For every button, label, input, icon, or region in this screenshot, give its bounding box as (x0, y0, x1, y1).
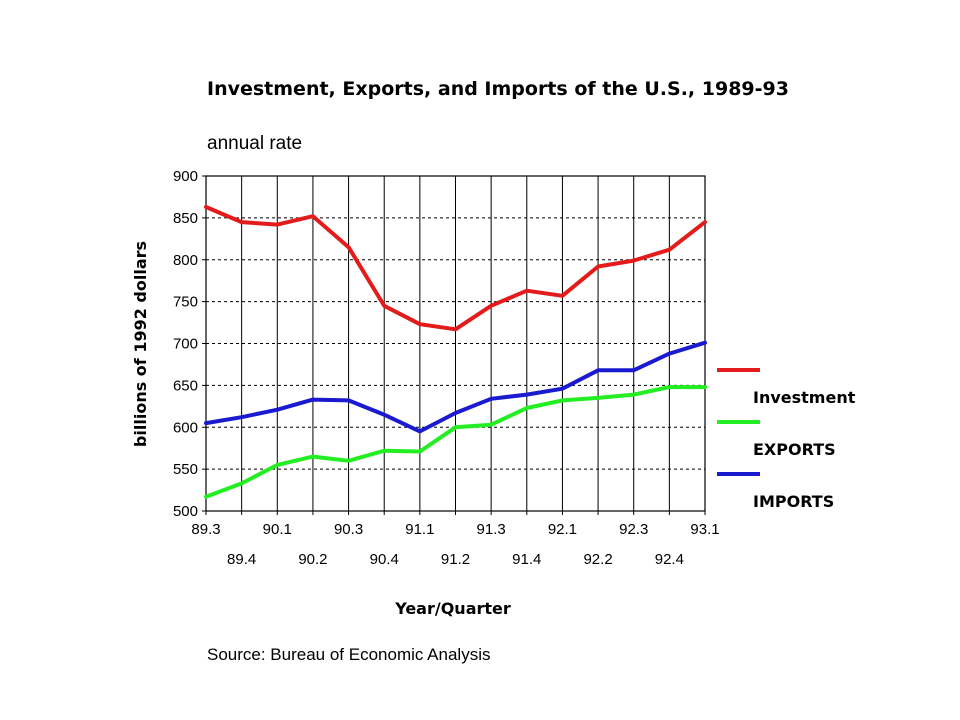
source-note: Source: Bureau of Economic Analysis (207, 645, 490, 664)
data-point-imports (275, 408, 279, 412)
data-point-imports (382, 413, 386, 417)
data-point-exports (525, 406, 529, 410)
x-tick-label: 90.3 (334, 521, 363, 538)
data-point-imports (703, 341, 707, 345)
data-point-exports (454, 425, 457, 429)
data-point-imports (204, 421, 208, 425)
x-axis-title: Year/Quarter (394, 599, 511, 618)
data-point-imports (454, 411, 457, 415)
x-tick-label: 90.1 (263, 521, 292, 538)
data-point-exports (382, 449, 386, 453)
data-point-exports (560, 398, 564, 402)
x-tick-label: 89.3 (191, 521, 220, 538)
x-tick-label: 91.3 (477, 521, 506, 538)
data-point-imports (667, 352, 671, 356)
data-point-exports (418, 450, 422, 454)
data-point-exports (667, 385, 671, 389)
y-tick-label: 800 (173, 252, 198, 269)
data-point-imports (596, 368, 600, 372)
legend-label-investment: Investment (753, 388, 856, 407)
y-axis-ticks: 500 550 600 650 700 750 800 850 900 (173, 168, 206, 520)
x-tick-label: 91.4 (512, 551, 541, 568)
data-point-investment (596, 264, 600, 268)
x-tick-label: 90.4 (370, 551, 399, 568)
data-point-investment (632, 259, 636, 263)
y-tick-label: 600 (173, 419, 198, 436)
x-tick-label: 89.4 (227, 551, 256, 568)
data-point-exports (204, 495, 208, 499)
data-point-exports (596, 396, 600, 400)
data-point-investment (560, 294, 564, 298)
data-point-imports (347, 398, 351, 402)
x-tick-label: 91.2 (441, 551, 470, 568)
data-point-investment (275, 223, 279, 227)
y-tick-label: 750 (173, 294, 198, 311)
series-layer (204, 205, 707, 499)
data-point-imports (240, 415, 244, 419)
data-point-investment (667, 248, 671, 252)
data-point-investment (311, 214, 315, 218)
x-tick-label: 92.1 (548, 521, 577, 538)
data-point-exports (311, 455, 315, 459)
x-tick-label: 90.2 (298, 551, 327, 568)
data-point-imports (632, 368, 636, 372)
data-point-exports (632, 393, 636, 397)
data-point-exports (703, 385, 707, 389)
data-point-imports (560, 387, 564, 391)
data-point-imports (489, 397, 493, 401)
x-tick-label: 92.2 (583, 551, 612, 568)
data-point-imports (525, 393, 529, 397)
data-point-investment (382, 304, 386, 308)
x-axis-ticks: 89.3 89.4 90.1 90.2 90.3 90.4 91.1 91.2 91.3 91.4… (191, 511, 720, 568)
y-tick-label: 700 (173, 336, 198, 353)
chart-title: Investment, Exports, and Imports of the … (207, 78, 789, 100)
data-point-exports (240, 481, 244, 485)
y-tick-label: 550 (173, 461, 198, 478)
data-point-investment (240, 220, 244, 224)
x-tick-label: 92.3 (619, 521, 648, 538)
legend: Investment EXPORTS IMPORTS (717, 368, 856, 511)
data-point-imports (311, 398, 315, 402)
legend-label-imports: IMPORTS (753, 492, 834, 511)
grid (206, 176, 705, 511)
data-point-investment (489, 304, 493, 308)
x-tick-label: 93.1 (690, 521, 719, 538)
data-point-exports (489, 423, 493, 427)
data-point-investment (454, 327, 457, 331)
data-point-investment (347, 245, 351, 249)
y-axis-title: billions of 1992 dollars (131, 241, 150, 447)
data-point-imports (418, 429, 422, 433)
data-point-investment (204, 205, 208, 209)
data-point-investment (525, 289, 529, 293)
legend-label-exports: EXPORTS (753, 440, 836, 459)
data-point-investment (703, 220, 707, 224)
x-tick-label: 92.4 (655, 551, 684, 568)
y-tick-label: 900 (173, 168, 198, 185)
data-point-exports (275, 463, 279, 467)
y-tick-label: 850 (173, 210, 198, 227)
x-tick-label: 91.1 (405, 521, 434, 538)
y-tick-label: 500 (173, 503, 198, 520)
data-point-exports (347, 459, 351, 463)
data-point-investment (418, 322, 422, 326)
y-tick-label: 650 (173, 377, 198, 394)
chart-subtitle: annual rate (207, 133, 302, 154)
